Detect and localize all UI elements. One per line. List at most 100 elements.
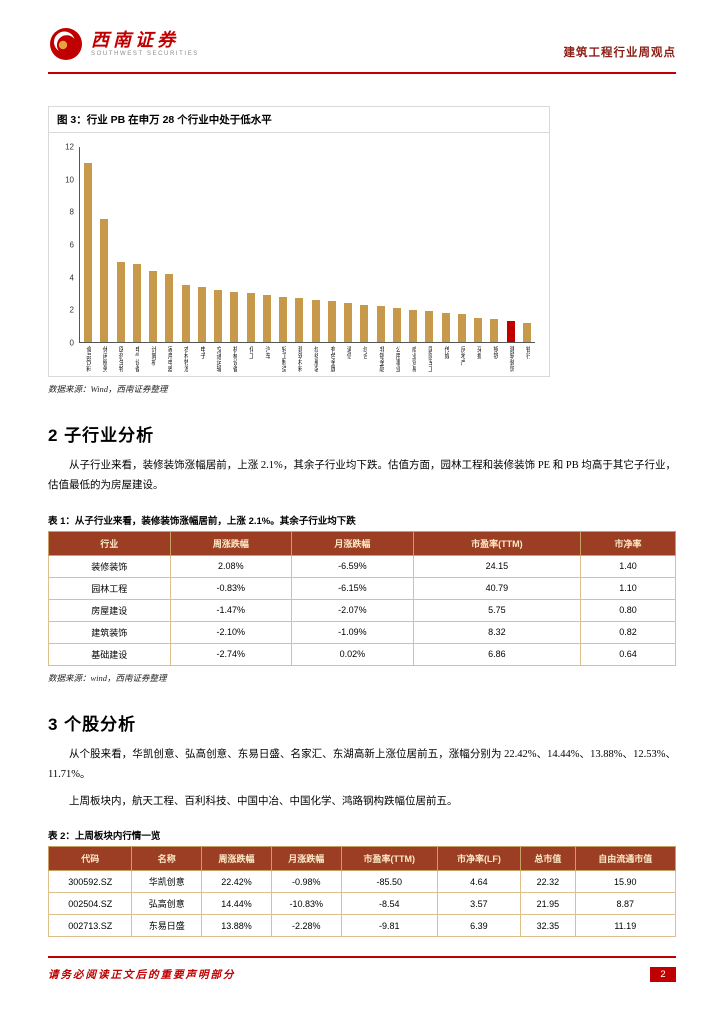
bar-column <box>161 147 177 342</box>
table-cell: 弘高创意 <box>131 892 203 916</box>
bar <box>149 270 158 342</box>
section3-paragraph-2: 上周板块内，航天工程、百利科技、中国中冶、中国化学、鸿路钢构跌幅位居前五。 <box>69 795 458 807</box>
x-axis-label: 传媒 <box>442 346 449 359</box>
figure-title: 图 3：行业 PB 在申万 28 个行业中处于低水平 <box>49 107 549 133</box>
bar-column <box>486 147 502 342</box>
section-heading-2: 2 子行业分析 <box>48 426 155 445</box>
table-cell: -8.54 <box>340 892 438 916</box>
bar-column <box>80 147 96 342</box>
x-axis-label-slot: 休闲服务 <box>95 346 111 372</box>
table2-title: 表 2：上周板块内行情一览 <box>48 831 161 843</box>
table-cell: 2.08% <box>169 554 293 578</box>
table1-title: 表 1：从子行业来看，装修装饰涨幅居前，上涨 2.1%。其余子行业均下跌 <box>48 515 356 527</box>
chart-main: 食品饮料 休闲服务 医药生物 电气设备 计算机 家用电器 农林牧渔 电子 交通运输 机械设备 化工汽… <box>79 147 535 372</box>
table-2: 代码 名称 周涨跌幅 月涨跌幅 市盈率(TTM) 市净率(LF) 总市值 自由流通市值 300… <box>47 846 677 938</box>
table-cell: 14.44% <box>201 892 272 916</box>
table-cell: 6.86 <box>412 642 582 666</box>
bar <box>84 163 93 342</box>
bar-column <box>113 147 129 342</box>
bar <box>376 306 385 342</box>
bar-column <box>470 147 486 342</box>
x-axis-label: 商业贸易 <box>410 346 417 372</box>
x-axis-label: 计算机 <box>149 346 156 366</box>
table-cell: -2.28% <box>270 914 342 938</box>
column-header: 市净率(LF) <box>436 846 522 872</box>
table-cell: 建筑装饰 <box>48 620 171 644</box>
bar <box>116 262 125 342</box>
bar <box>165 273 174 342</box>
bar <box>425 311 434 342</box>
plot-area <box>79 147 535 343</box>
x-axis-label-slot: 计算机 <box>144 346 160 372</box>
x-axis-label-slot: 国防军工 <box>421 346 437 372</box>
table-cell: 装修装饰 <box>48 554 171 578</box>
bar-column <box>145 147 161 342</box>
x-axis-label: 有色金属 <box>328 346 335 372</box>
x-axis-label: 房地产 <box>459 346 466 366</box>
bar <box>490 319 499 342</box>
y-axis-tick-label: 0 <box>69 338 74 348</box>
x-axis-label: 农林牧渔 <box>182 346 189 372</box>
x-axis-label: 家用电器 <box>165 346 172 372</box>
x-axis-label-slot: 采掘 <box>470 346 486 372</box>
table-cell: 002504.SZ <box>47 892 133 916</box>
bar <box>392 307 401 342</box>
column-header: 市盈率(TTM) <box>340 846 438 872</box>
x-axis-label: 电气设备 <box>133 346 140 372</box>
bar-column <box>421 147 437 342</box>
bar <box>295 298 304 342</box>
table-cell: 22.42% <box>201 870 272 894</box>
table-row: 002713.SZ 东易日盛 13.88% -2.28% -9.81 6.39 32.35 1… <box>47 914 677 938</box>
bar-column <box>96 147 112 342</box>
table2-body: 300592.SZ 华凯创意 22.42% -0.98% -85.50 4.64 22.32… <box>47 870 677 938</box>
table-cell: 13.88% <box>201 914 272 938</box>
x-axis-label: 公用事业 <box>393 346 400 372</box>
table-cell: 15.90 <box>574 870 677 894</box>
table-cell: -85.50 <box>340 870 438 894</box>
x-axis-label-slot: 商业贸易 <box>405 346 421 372</box>
table-cell: 40.79 <box>412 576 582 600</box>
column-header: 市净率 <box>580 530 676 556</box>
x-axis-label-slot: 综合 <box>356 346 372 372</box>
bar <box>327 301 336 342</box>
bar <box>279 296 288 342</box>
bar-column <box>129 147 145 342</box>
table-cell: 0.82 <box>580 620 676 644</box>
page-header: 西南证券 SOUTHWEST SECURITIES 建筑工程行业周观点 <box>48 26 676 74</box>
x-axis-label-slot: 农林牧渔 <box>177 346 193 372</box>
x-axis-label-slot: 建筑装饰 <box>502 346 518 372</box>
bar <box>311 299 320 342</box>
bar <box>474 317 483 342</box>
page-footer: 请务必阅读正文后的重要声明部分 2 <box>48 956 676 982</box>
bar-column <box>259 147 275 342</box>
x-axis-label-slot: 公用事业 <box>388 346 404 372</box>
x-axis-label: 纺织服装 <box>312 346 319 372</box>
figure-source: 数据来源：Wind，西南证券整理 <box>48 384 168 394</box>
table-cell: 002713.SZ <box>47 914 133 938</box>
y-axis-tick-label: 4 <box>69 273 74 283</box>
bar-column <box>291 147 307 342</box>
brand-name-cn: 西南证券 <box>91 30 179 51</box>
table-cell: -10.83% <box>270 892 342 916</box>
figure-3: 图 3：行业 PB 在申万 28 个行业中处于低水平 0 2 4 6 8 10 12 食品饮… <box>48 106 550 377</box>
y-axis-tick-label: 12 <box>65 142 74 152</box>
x-axis-label-slot: 房地产 <box>453 346 469 372</box>
bar <box>132 264 141 342</box>
x-axis-label-slot: 交通运输 <box>209 346 225 372</box>
table-cell: 32.35 <box>520 914 576 938</box>
x-axis-label: 休闲服务 <box>100 346 107 372</box>
y-axis-tick-label: 2 <box>69 305 74 315</box>
table-cell: 园林工程 <box>48 576 171 600</box>
bar <box>197 286 206 342</box>
bar <box>262 294 271 342</box>
table-cell: 0.80 <box>580 598 676 622</box>
table-row: 房屋建设 -1.47% -2.07% 5.75 0.80 <box>48 598 676 622</box>
bar-chart: 0 2 4 6 8 10 12 食品饮料 休闲服务 医药生物 电气设备 计算机 家用电器 农林牧渔 电子交… <box>49 133 549 376</box>
section3-paragraph-1: 从个股来看，华凯创意、弘高创意、东易日盛、名家汇、东湖高新上涨位居前五，涨幅分别… <box>48 748 676 781</box>
x-axis-label-slot: 有色金属 <box>323 346 339 372</box>
x-axis-label: 汽车 <box>263 346 270 359</box>
table-cell: -9.81 <box>340 914 438 938</box>
x-axis-label-slot: 食品饮料 <box>79 346 95 372</box>
bars-container <box>80 147 535 342</box>
page-number-badge: 2 <box>650 967 676 982</box>
